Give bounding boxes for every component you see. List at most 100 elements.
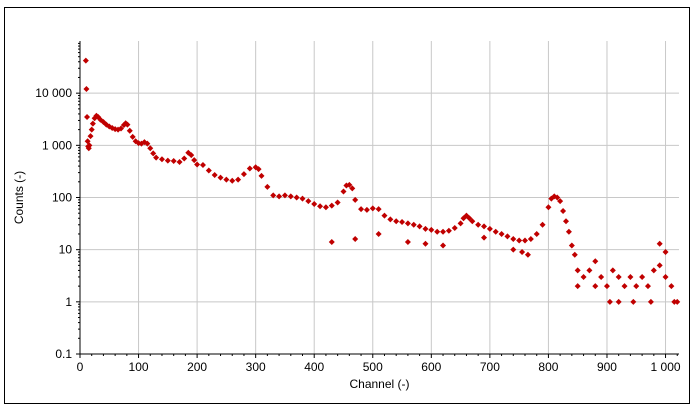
data-point [270, 192, 277, 199]
x-tick-label: 500 [363, 360, 383, 374]
data-point [86, 142, 93, 149]
data-point [223, 176, 230, 183]
data-point [229, 177, 236, 184]
data-point [287, 193, 294, 200]
data-point [481, 234, 488, 241]
x-tick-label: 400 [304, 360, 324, 374]
data-point [533, 230, 540, 237]
data-point [656, 240, 663, 247]
data-point [387, 216, 394, 223]
data-point [176, 158, 183, 165]
data-point [434, 228, 441, 235]
data-point [363, 206, 370, 213]
data-point [404, 239, 411, 246]
data-point [88, 126, 95, 133]
data-point [656, 262, 663, 269]
y-tick-label: 0.1 [55, 347, 72, 361]
data-point [428, 226, 435, 233]
data-point [469, 218, 476, 225]
data-point [516, 237, 523, 244]
data-point [410, 221, 417, 228]
data-point [510, 236, 517, 243]
data-point [481, 223, 488, 230]
data-point [615, 273, 622, 280]
data-point [486, 225, 493, 232]
data-point [568, 242, 575, 249]
data-point [311, 201, 318, 208]
data-point [305, 198, 312, 205]
x-tick-label: 900 [597, 360, 617, 374]
data-point [82, 57, 89, 64]
data-point [358, 206, 365, 213]
data-point [574, 283, 581, 290]
data-point [217, 174, 224, 181]
data-point [164, 157, 171, 164]
chart-ticks: 0 100 200 300 400 500 600 700 800 900 1 000 0.1 1 10 1… [35, 42, 681, 374]
data-point [545, 204, 552, 211]
data-point [87, 133, 94, 140]
chart-grid [80, 41, 679, 355]
data-point [258, 172, 265, 179]
data-point [554, 194, 561, 201]
chart-svg: 0 100 200 300 400 500 600 700 800 900 1 000 0.1 1 10 1… [12, 41, 681, 391]
data-point [158, 156, 165, 163]
data-point [129, 133, 136, 140]
data-point [293, 194, 300, 201]
data-point [393, 218, 400, 225]
data-point [647, 298, 654, 305]
data-point [562, 218, 569, 225]
data-point [235, 176, 242, 183]
data-point [615, 298, 622, 305]
data-point [246, 165, 253, 172]
data-point [124, 121, 131, 128]
data-point [416, 223, 423, 230]
data-point [89, 120, 96, 127]
data-point [188, 152, 195, 159]
data-point [592, 258, 599, 265]
data-point [527, 236, 534, 243]
data-point [633, 283, 640, 290]
data-point [194, 161, 201, 168]
data-point [126, 127, 133, 134]
data-point [191, 157, 198, 164]
y-tick-label: 10 [59, 243, 73, 257]
data-point [498, 230, 505, 237]
x-tick-label: 1 000 [651, 360, 681, 374]
data-point [557, 198, 564, 205]
data-point [627, 273, 634, 280]
data-point [199, 161, 206, 168]
data-point [639, 273, 646, 280]
data-point [598, 273, 605, 280]
data-point [170, 158, 177, 165]
data-point [445, 227, 452, 234]
data-point [255, 166, 262, 173]
y-tick-label: 10 000 [35, 86, 72, 100]
data-point [671, 298, 678, 305]
data-point [346, 181, 353, 188]
data-point [83, 86, 90, 93]
data-point [399, 218, 406, 225]
data-point [352, 236, 359, 243]
data-point [144, 140, 151, 147]
data-point [381, 212, 388, 219]
x-axis-label: Channel (-) [349, 377, 409, 391]
data-point [580, 273, 587, 280]
data-point [592, 283, 599, 290]
data-point [621, 283, 628, 290]
data-point [84, 113, 91, 120]
y-tick-label: 1 000 [42, 138, 72, 152]
data-point [606, 298, 613, 305]
data-point [440, 242, 447, 249]
data-point [510, 246, 517, 253]
data-point [322, 204, 329, 211]
data-point [574, 267, 581, 274]
y-axis-label: Counts (-) [12, 171, 26, 224]
data-point [264, 183, 271, 190]
data-point [522, 237, 529, 244]
data-point [281, 192, 288, 199]
data-point [586, 267, 593, 274]
chart-points [82, 57, 681, 305]
data-point [475, 221, 482, 228]
data-point [650, 267, 657, 274]
x-tick-label: 200 [187, 360, 207, 374]
